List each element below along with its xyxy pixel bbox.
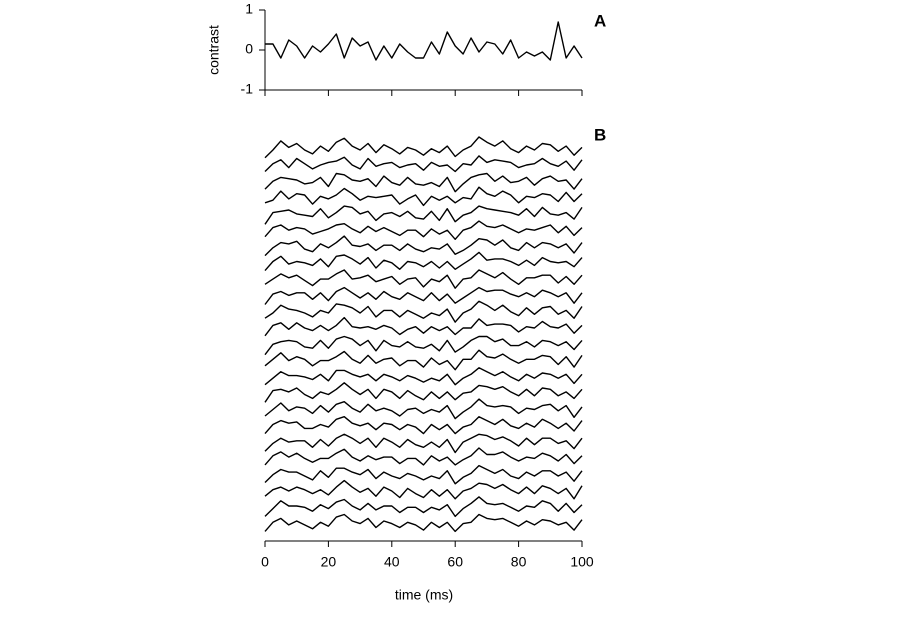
trace	[264, 205, 583, 225]
trace	[264, 464, 583, 485]
trace	[264, 349, 583, 371]
x-tick-label: 0	[261, 554, 269, 570]
x-tick-label: 60	[447, 554, 463, 570]
trace	[264, 286, 583, 305]
data-line	[265, 21, 583, 61]
y-axis-title: contrast	[206, 25, 222, 75]
trace	[264, 235, 583, 257]
trace	[264, 447, 583, 466]
trace	[264, 316, 583, 337]
x-axis-title: time (ms)	[395, 587, 453, 603]
trace	[264, 220, 583, 240]
x-tick-label: 20	[321, 554, 337, 570]
trace	[264, 398, 583, 420]
trace	[264, 382, 583, 403]
y-tick-label: 0	[245, 41, 253, 57]
trace	[264, 186, 583, 207]
trace	[264, 335, 583, 356]
y-tick-label: 1	[245, 1, 253, 17]
trace	[264, 172, 583, 193]
trace	[264, 251, 583, 272]
trace	[264, 269, 583, 289]
panel-label: B	[594, 125, 606, 144]
panel-label: A	[594, 11, 606, 30]
trace	[264, 155, 583, 173]
x-tick-label: 80	[511, 554, 527, 570]
trace	[264, 367, 583, 386]
trace	[264, 433, 583, 454]
x-tick-label: 100	[570, 554, 594, 570]
trace	[264, 513, 583, 533]
trace	[264, 136, 583, 159]
y-tick-label: -1	[241, 81, 254, 97]
trace	[264, 300, 583, 323]
trace	[264, 416, 583, 435]
trace	[264, 479, 583, 500]
trace	[264, 496, 583, 518]
x-tick-label: 40	[384, 554, 400, 570]
